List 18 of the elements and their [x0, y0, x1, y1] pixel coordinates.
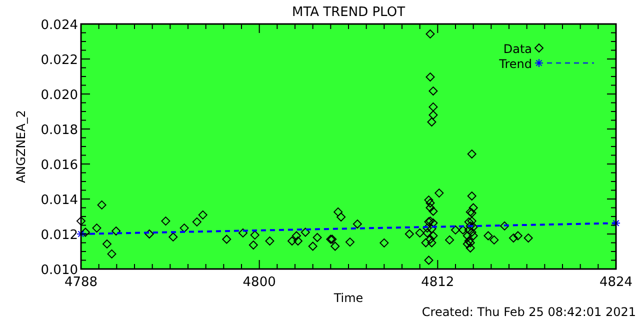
y-tick-label: 0.016 — [40, 158, 78, 173]
legend-label: Data — [503, 42, 532, 56]
y-tick-label: 0.018 — [40, 123, 78, 138]
chart-title: MTA TREND PLOT — [292, 5, 406, 20]
y-tick-label: 0.022 — [40, 53, 78, 68]
x-axis-title: Time — [332, 291, 364, 305]
y-axis-title: ANGZNEA_2 — [14, 110, 28, 184]
x-tick-label: 4824 — [599, 275, 633, 290]
y-tick-label: 0.014 — [40, 193, 78, 208]
y-tick-label: 0.012 — [40, 228, 78, 243]
x-tick-label: 4800 — [242, 275, 276, 290]
legend-label: Trend — [498, 57, 532, 71]
y-tick-label: 0.020 — [40, 88, 78, 103]
text: Created: Thu Feb 25 08:42:01 2021 — [422, 305, 636, 319]
y-tick-label: 0.024 — [40, 18, 78, 33]
y-tick-label: 0.010 — [40, 263, 78, 278]
x-tick-label: 4812 — [421, 275, 454, 290]
x-tick-label: 4788 — [64, 275, 98, 290]
